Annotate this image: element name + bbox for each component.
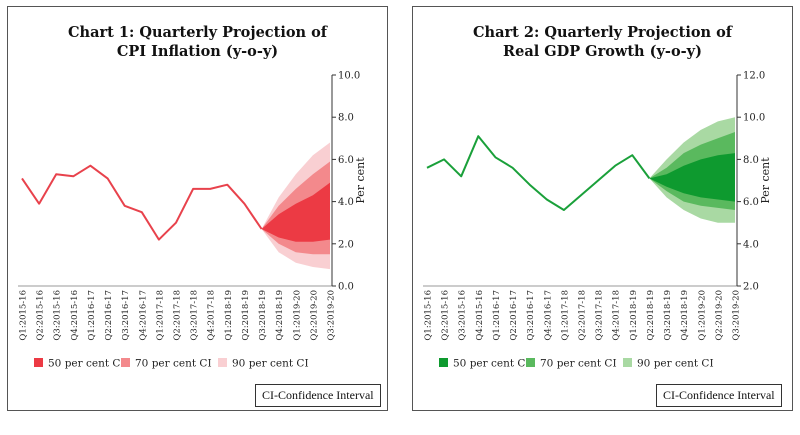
chart-title-line-1: Chart 2: Quarterly Projection of [473,24,732,41]
chart-2-plot: 2.0 4.0 6.0 8.0 10.0 12.0 Per cent Q1:2015-16 Q2… [423,71,772,370]
x-tick-label: Q4:2017-18 [612,290,622,341]
y-tick-label: 8.0 [743,155,759,166]
chart-title: Chart 1: Quarterly Projection of CPI Inf… [8,23,387,61]
x-tick-label: Q2:2015-16 [36,290,46,341]
chart-title-line-2: CPI Inflation (y-o-y) [116,43,279,60]
x-tick-label: Q2:2017-18 [173,290,183,341]
legend-label: 90 per cent CI [637,358,714,370]
y-tick-label: 8.0 [338,113,354,124]
legend-label: 90 per cent CI [232,358,309,370]
x-tick-label: Q3:2019-20 [732,290,742,341]
x-tick-label: Q1:2017-18 [560,290,570,341]
x-tick-label: Q4:2018-19 [275,290,285,341]
legend-label: 50 per cent CI [48,358,125,370]
legend-label: 50 per cent CI [453,358,530,370]
x-tick-label: Q1:2015-16 [19,290,29,341]
x-tick-label: Q2:2016-17 [509,290,519,341]
chart-title: Chart 2: Quarterly Projection of Real GD… [413,23,792,61]
x-tick-label: Q1:2016-17 [87,290,97,341]
x-tick-label: Q1:2018-19 [629,290,639,341]
y-tick-label: 6.0 [338,155,354,166]
ci-note: CI-Confidence Interval [255,384,381,407]
ci-note: CI-Confidence Interval [656,384,782,407]
fan-band-ci-50 [649,153,735,202]
x-tick-label: Q3:2018-19 [663,290,673,341]
x-tick-label: Q2:2019-20 [309,290,319,341]
legend-swatch-ci-70 [121,358,130,367]
x-tick-label: Q1:2019-20 [697,290,707,341]
x-tick-label: Q4:2017-18 [207,290,217,341]
chart-1-panel: Chart 1: Quarterly Projection of CPI Inf… [7,6,388,411]
x-tick-label: Q1:2016-17 [492,290,502,341]
x-tick-label: Q1:2015-16 [424,290,434,341]
chart-1-plot: 0.0 2.0 4.0 6.0 8.0 10.0 Per cent Q1:2015-16 Q2:… [18,71,367,370]
x-tick-label: Q3:2016-17 [121,290,131,341]
y-tick-label: 12.0 [743,71,765,82]
legend-label: 70 per cent CI [540,358,617,370]
chart-title-line-2: Real GDP Growth (y-o-y) [503,43,702,60]
x-tick-label: Q3:2017-18 [595,290,605,341]
legend-label: 70 per cent CI [135,358,212,370]
x-tick-label: Q3:2015-16 [53,290,63,341]
x-tick-label: Q4:2018-19 [680,290,690,341]
x-tick-label: Q2:2017-18 [578,290,588,341]
legend-swatch-ci-70 [526,358,535,367]
x-tick-label: Q4:2015-16 [475,290,485,341]
x-tick-label: Q3:2015-16 [458,290,468,341]
x-tick-label: Q3:2017-18 [190,290,200,341]
x-tick-label: Q4:2016-17 [543,290,553,341]
y-tick-label: 4.0 [338,197,354,208]
x-tick-label: Q1:2019-20 [292,290,302,341]
fan-band-ci-50 [261,182,330,242]
y-tick-label: 10.0 [743,113,765,124]
legend-swatch-ci-50 [439,358,448,367]
chart-2-panel: Chart 2: Quarterly Projection of Real GD… [412,6,793,411]
y-tick-label: 10.0 [338,71,360,82]
y-tick-label: 2.0 [338,239,354,250]
x-tick-label: Q1:2018-19 [224,290,234,341]
series-line [21,164,263,241]
y-axis-label: Per cent [759,157,772,204]
x-tick-label: Q2:2018-19 [241,290,251,341]
y-tick-label: 4.0 [743,239,759,250]
x-tick-label: Q4:2016-17 [138,290,148,341]
x-tick-label: Q1:2017-18 [155,290,165,341]
x-tick-label: Q3:2018-19 [258,290,268,341]
x-tick-label: Q3:2019-20 [327,290,337,341]
series-line [426,135,651,211]
x-tick-label: Q2:2015-16 [441,290,451,341]
legend-swatch-ci-50 [34,358,43,367]
x-tick-label: Q2:2016-17 [104,290,114,341]
y-axis-label: Per cent [354,157,367,204]
x-tick-label: Q2:2019-20 [714,290,724,341]
legend-swatch-ci-90 [623,358,632,367]
y-tick-label: 2.0 [743,282,759,293]
chart-title-line-1: Chart 1: Quarterly Projection of [68,24,327,41]
y-tick-label: 6.0 [743,197,759,208]
x-tick-label: Q3:2016-17 [526,290,536,341]
x-tick-label: Q2:2018-19 [646,290,656,341]
legend-swatch-ci-90 [218,358,227,367]
x-tick-label: Q4:2015-16 [70,290,80,341]
y-tick-label: 0.0 [338,282,354,293]
